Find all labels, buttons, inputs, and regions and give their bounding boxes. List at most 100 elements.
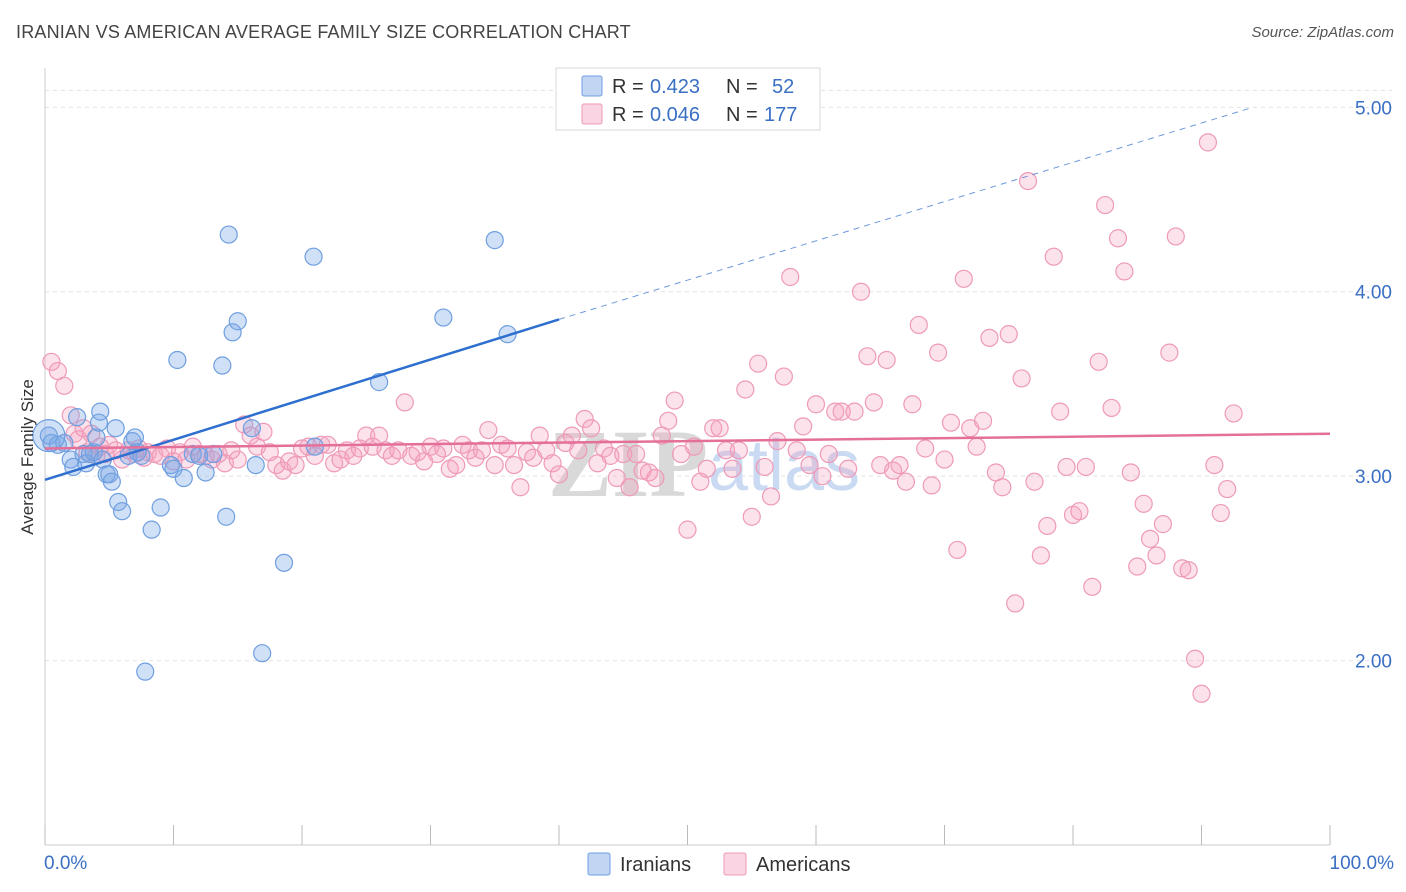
- americans-point-154: [1006, 594, 1025, 613]
- americans-point-33: [228, 450, 247, 469]
- americans-point-86: [569, 441, 588, 460]
- iranians-point-17: [102, 472, 121, 491]
- iranians-point-18: [106, 419, 125, 438]
- iranians-point-13: [91, 402, 110, 421]
- iranians-point-19: [109, 492, 128, 512]
- americans-point-176: [1147, 546, 1166, 565]
- y-tick-label-1: 3.00: [1355, 467, 1392, 488]
- americans-point-37: [254, 422, 273, 442]
- americans-point-173: [1128, 557, 1147, 576]
- americans-point-175: [1140, 529, 1160, 548]
- americans-point-92: [607, 468, 626, 488]
- americans-point-139: [909, 315, 928, 335]
- americans-point-134: [877, 350, 896, 370]
- iranians-point-41: [228, 312, 247, 331]
- americans-point-108: [710, 419, 729, 438]
- stats-legend: R = 0.423 N = 52 R = 0.046 N = 177: [555, 67, 821, 131]
- americans-point-106: [697, 459, 716, 478]
- americans-point-164: [1070, 502, 1089, 521]
- iranians-points: [32, 225, 517, 681]
- americans-point-83: [549, 465, 569, 484]
- americans-point-130: [851, 282, 871, 301]
- americans-point-101: [665, 391, 684, 410]
- americans-point-69: [459, 441, 479, 460]
- americans-point-120: [787, 441, 806, 460]
- stats-r-value-americans: 0.046: [650, 104, 700, 126]
- americans-point-186: [1211, 503, 1230, 523]
- iranians-point-26: [136, 662, 155, 681]
- iranians-point-43: [246, 455, 265, 475]
- americans-point-95: [626, 444, 646, 464]
- americans-point-0: [42, 352, 61, 371]
- iranians-point-33: [183, 444, 202, 464]
- iranians-point-11: [87, 428, 106, 447]
- iranians-point-28: [151, 498, 170, 517]
- americans-point-184: [1198, 133, 1218, 152]
- americans-point-100: [659, 411, 678, 430]
- americans-point-156: [1018, 171, 1038, 191]
- americans-point-158: [1031, 546, 1050, 565]
- americans-point-2: [55, 376, 74, 395]
- stats-r-label-iranians: R =: [612, 76, 644, 98]
- legend-iranians-label: Iranians: [620, 854, 691, 876]
- americans-point-127: [832, 402, 851, 421]
- americans-point-45: [305, 446, 324, 465]
- iranians-point-45: [274, 553, 294, 572]
- americans-point-149: [973, 411, 993, 430]
- americans-point-59: [395, 393, 414, 412]
- americans-point-165: [1076, 457, 1095, 477]
- americans-point-129: [845, 402, 864, 421]
- americans-point-141: [922, 476, 941, 495]
- americans-point-71: [472, 441, 491, 460]
- y-tick-label-0: 2.00: [1355, 652, 1392, 673]
- legend-americans-label: Americans: [756, 854, 850, 876]
- stats-n-label-iranians: N =: [726, 76, 758, 98]
- iranians-point-46: [304, 247, 323, 266]
- americans-point-148: [967, 437, 986, 456]
- stats-n-value-americans: 177: [764, 104, 797, 126]
- americans-point-113: [742, 507, 761, 526]
- americans-point-187: [1218, 479, 1237, 499]
- americans-point-146: [954, 269, 973, 288]
- americans-point-182: [1185, 649, 1205, 668]
- stats-r-value-iranians: 0.423: [650, 76, 700, 98]
- americans-point-94: [620, 478, 639, 497]
- americans-point-125: [819, 444, 838, 464]
- stats-n-value-iranians: 52: [772, 76, 794, 98]
- axes: [44, 68, 1331, 846]
- stats-legend-iranians-swatch: [581, 75, 603, 97]
- americans-point-119: [781, 267, 800, 287]
- americans-point-183: [1192, 684, 1211, 703]
- americans-point-73: [485, 455, 504, 475]
- americans-point-152: [993, 478, 1012, 497]
- americans-point-87: [575, 409, 594, 429]
- chart-title: IRANIAN VS AMERICAN AVERAGE FAMILY SIZE …: [16, 22, 631, 42]
- x-tick-label-1: 100.0%: [1330, 853, 1395, 874]
- iranians-point-39: [219, 225, 238, 244]
- americans-point-161: [1051, 402, 1070, 421]
- y-tick-labels: 2.00 3.00 4.00 5.00: [1355, 98, 1392, 672]
- americans-point-88: [582, 419, 601, 438]
- americans-point-42: [286, 455, 305, 475]
- americans-point-132: [864, 393, 883, 412]
- y-tick-label-3: 5.00: [1355, 98, 1392, 119]
- source-label: Source: ZipAtlas.com: [1251, 24, 1394, 41]
- americans-point-170: [1108, 229, 1128, 248]
- americans-point-162: [1057, 457, 1076, 477]
- americans-point-115: [755, 457, 774, 477]
- americans-point-98: [646, 468, 665, 488]
- americans-point-136: [890, 455, 909, 475]
- americans-point-122: [800, 455, 819, 475]
- y-tick-label-2: 4.00: [1355, 283, 1392, 304]
- americans-point-160: [1044, 247, 1063, 266]
- americans-point-174: [1134, 494, 1153, 513]
- iranians-trendline-projection: [558, 106, 1254, 320]
- americans-point-104: [684, 437, 704, 456]
- americans-point-111: [729, 441, 749, 460]
- americans-point-155: [1012, 369, 1031, 388]
- legend-iranians-swatch: [587, 852, 611, 876]
- americans-trendline: [44, 432, 1331, 450]
- americans-point-131: [858, 347, 877, 366]
- americans-point-70: [466, 448, 485, 467]
- americans-point-107: [704, 419, 723, 438]
